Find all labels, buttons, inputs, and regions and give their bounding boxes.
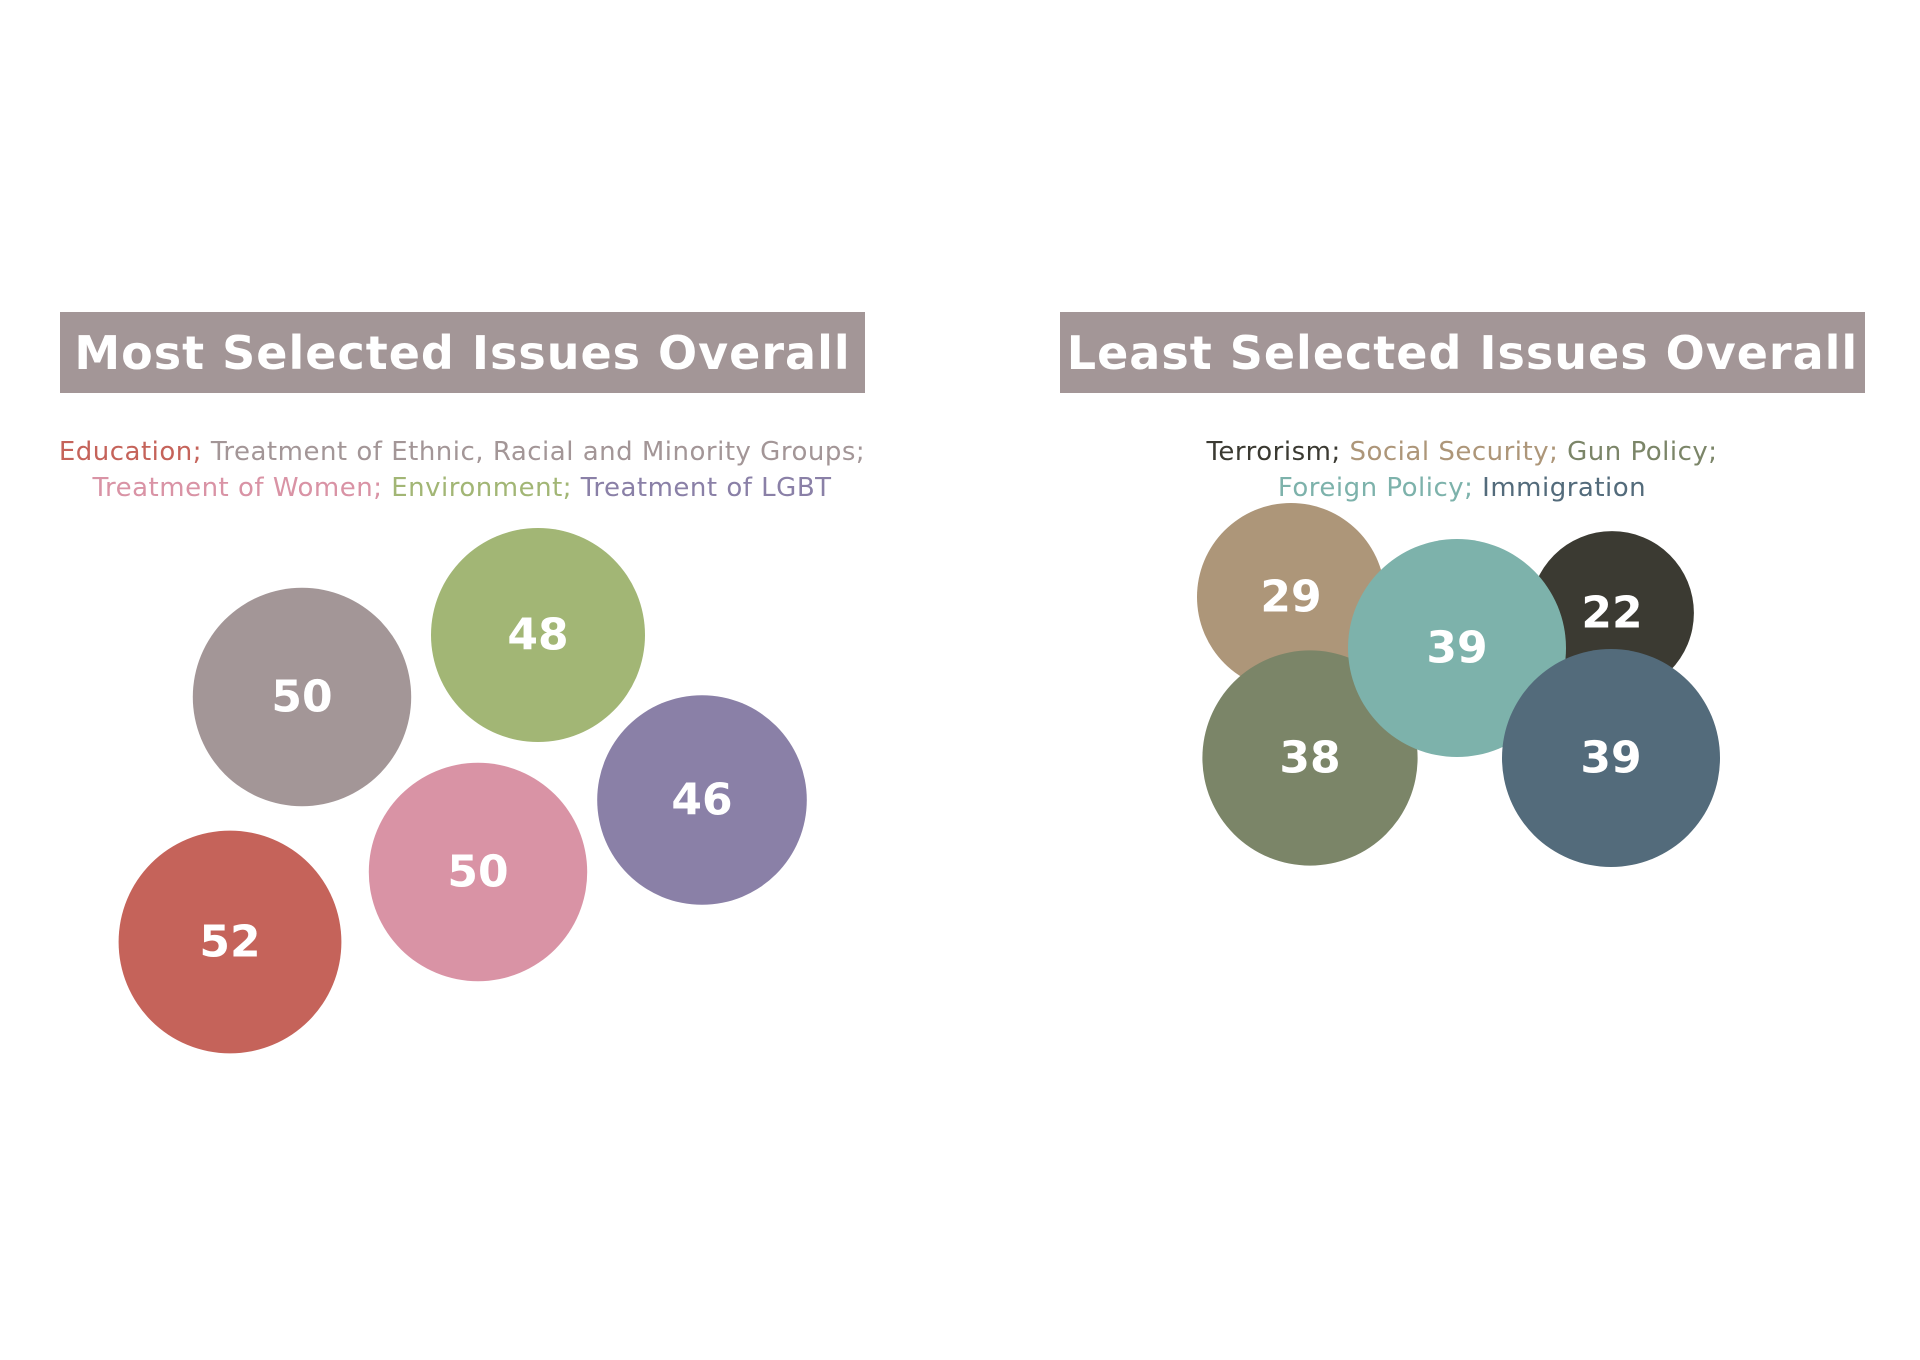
bubble-value-label: 38 bbox=[1279, 733, 1340, 784]
bubble-circle bbox=[1502, 649, 1720, 867]
bubble-immigration: 39 bbox=[1502, 649, 1720, 867]
least-selected-title-bar: Least Selected Issues Overall bbox=[1060, 312, 1865, 393]
least-selected-panel: Least Selected Issues Overall Terrorism;… bbox=[960, 0, 1920, 1360]
bubble-circle bbox=[118, 830, 342, 1054]
legend-item-foreign-policy: Foreign Policy; bbox=[1277, 473, 1474, 503]
bubble-social-security: 29 bbox=[1197, 503, 1385, 691]
legend-item-environment: Environment; bbox=[391, 473, 573, 503]
bubble-terrorism: 22 bbox=[1530, 531, 1694, 695]
bubble-circle bbox=[1348, 539, 1566, 757]
legend-item-terrorism: Terrorism; bbox=[1206, 437, 1341, 467]
legend-item-treatment-of-lgbt: Treatment of LGBT bbox=[580, 473, 832, 503]
least-selected-title: Least Selected Issues Overall bbox=[1066, 325, 1859, 380]
bubble-education: 52 bbox=[118, 830, 342, 1054]
least-selected-bubbles: 22 29 38 39 39 bbox=[1197, 503, 1720, 867]
bubble-foreign-policy: 39 bbox=[1348, 539, 1566, 757]
bubble-value-label: 29 bbox=[1260, 572, 1321, 623]
bubble-treatment-of-lgbt: 46 bbox=[597, 695, 807, 905]
bubble-value-label: 39 bbox=[1426, 623, 1487, 674]
legend-line: Terrorism; Social Security; Gun Policy; bbox=[1052, 434, 1872, 470]
bubble-circle bbox=[1530, 531, 1694, 695]
legend-line: Education; Treatment of Ethnic, Racial a… bbox=[52, 434, 872, 470]
legend-item-treatment-of-women: Treatment of Women; bbox=[92, 473, 383, 503]
most-selected-title-bar: Most Selected Issues Overall bbox=[60, 312, 865, 393]
bubble-value-label: 48 bbox=[507, 610, 568, 661]
bubble-value-label: 52 bbox=[199, 917, 260, 968]
least-selected-legend: Terrorism; Social Security; Gun Policy; … bbox=[1052, 434, 1872, 506]
most-selected-title: Most Selected Issues Overall bbox=[74, 325, 851, 380]
legend-item-treatment-of-ethnic-racial-and-minority-groups: Treatment of Ethnic, Racial and Minority… bbox=[210, 437, 866, 467]
bubble-value-label: 39 bbox=[1580, 733, 1641, 784]
bubble-environment: 48 bbox=[431, 528, 645, 742]
bubble-circle bbox=[192, 587, 412, 807]
bubble-value-label: 50 bbox=[271, 672, 332, 723]
legend-line: Foreign Policy; Immigration bbox=[1052, 470, 1872, 506]
bubble-circle bbox=[1197, 503, 1385, 691]
most-selected-legend: Education; Treatment of Ethnic, Racial a… bbox=[52, 434, 872, 506]
bubble-circle bbox=[431, 528, 645, 742]
most-selected-bubbles: 52 50 50 48 46 bbox=[118, 528, 807, 1054]
bubble-circle bbox=[597, 695, 807, 905]
most-selected-panel: Most Selected Issues Overall Education; … bbox=[52, 312, 872, 1054]
legend-line: Treatment of Women; Environment; Treatme… bbox=[52, 470, 872, 506]
bubble-treatment-of-ethnic-racial-and-minority-groups: 50 bbox=[192, 587, 412, 807]
legend-item-education: Education; bbox=[58, 437, 203, 467]
legend-item-gun-policy: Gun Policy; bbox=[1567, 437, 1718, 467]
legend-item-social-security: Social Security; bbox=[1349, 437, 1559, 467]
bubble-treatment-of-women: 50 bbox=[368, 762, 588, 982]
bubble-value-label: 46 bbox=[671, 775, 732, 826]
legend-item-immigration: Immigration bbox=[1482, 473, 1647, 503]
bubble-value-label: 50 bbox=[447, 847, 508, 898]
bubble-circle bbox=[368, 762, 588, 982]
bubble-value-label: 22 bbox=[1581, 588, 1642, 639]
